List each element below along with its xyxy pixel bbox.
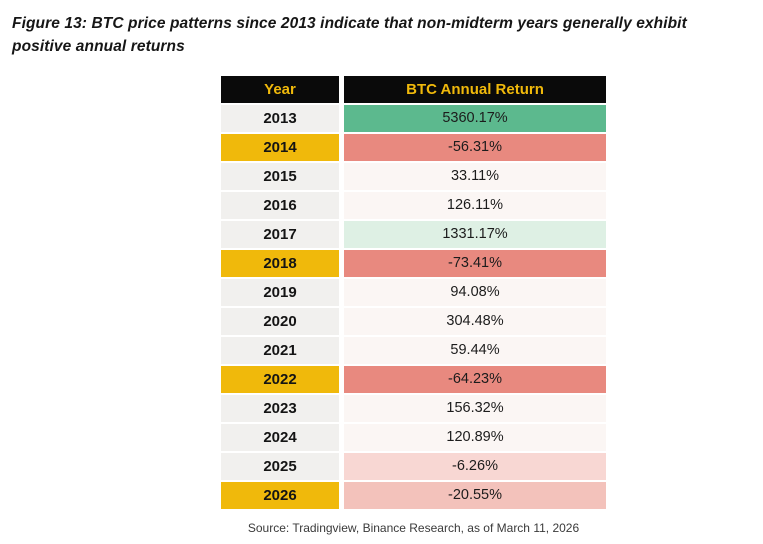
table-row: 2021 59.44% — [221, 336, 606, 364]
btc-annual-return-table: Year BTC Annual Return 2013 5360.17% 2014-… — [221, 75, 606, 509]
table-header-row: Year BTC Annual Return — [221, 75, 606, 103]
year-cell: 2017 — [221, 220, 339, 248]
year-cell: 2022 — [221, 365, 339, 393]
table-row: 2024 120.89% — [221, 423, 606, 451]
table-row: 2026 -20.55% — [221, 481, 606, 509]
year-cell: 2015 — [221, 162, 339, 190]
year-cell: 2024 — [221, 423, 339, 451]
table-body: 2013 5360.17% 2014 -56.31% 2015 33.11% 2016 126… — [221, 104, 606, 509]
return-cell: 1331.17% — [344, 220, 606, 248]
year-cell: 2018 — [221, 249, 339, 277]
return-cell: -6.26% — [344, 452, 606, 480]
return-cell: 126.11% — [344, 191, 606, 219]
year-cell: 2013 — [221, 104, 339, 132]
return-cell: -56.31% — [344, 133, 606, 161]
header-year: Year — [221, 75, 339, 103]
table-row: 2022 -64.23% — [221, 365, 606, 393]
table-row: 2020 304.48% — [221, 307, 606, 335]
table-row: 2018 -73.41% — [221, 249, 606, 277]
return-cell: 120.89% — [344, 423, 606, 451]
return-cell: -20.55% — [344, 481, 606, 509]
return-cell: 304.48% — [344, 307, 606, 335]
return-cell: -73.41% — [344, 249, 606, 277]
table-row: 2017 1331.17% — [221, 220, 606, 248]
table-row: 2025 -6.26% — [221, 452, 606, 480]
return-cell: 5360.17% — [344, 104, 606, 132]
year-cell: 2016 — [221, 191, 339, 219]
table-row: 2015 33.11% — [221, 162, 606, 190]
return-cell: 33.11% — [344, 162, 606, 190]
table-row: 2013 5360.17% — [221, 104, 606, 132]
return-cell: 59.44% — [344, 336, 606, 364]
year-cell: 2019 — [221, 278, 339, 306]
year-cell: 2025 — [221, 452, 339, 480]
return-cell: 156.32% — [344, 394, 606, 422]
header-btc-annual-return: BTC Annual Return — [344, 75, 606, 103]
return-cell: -64.23% — [344, 365, 606, 393]
return-cell: 94.08% — [344, 278, 606, 306]
table-row: 2014 -56.31% — [221, 133, 606, 161]
year-cell: 2026 — [221, 481, 339, 509]
year-cell: 2023 — [221, 394, 339, 422]
year-cell: 2021 — [221, 336, 339, 364]
year-cell: 2020 — [221, 307, 339, 335]
table-row: 2016 126.11% — [221, 191, 606, 219]
figure-title: Figure 13: BTC price patterns since 2013… — [12, 15, 687, 56]
year-cell: 2014 — [221, 133, 339, 161]
table-row: 2019 94.08% — [221, 278, 606, 306]
table-row: 2023 156.32% — [221, 394, 606, 422]
source-note: Source: Tradingview, Binance Research, a… — [247, 520, 580, 535]
